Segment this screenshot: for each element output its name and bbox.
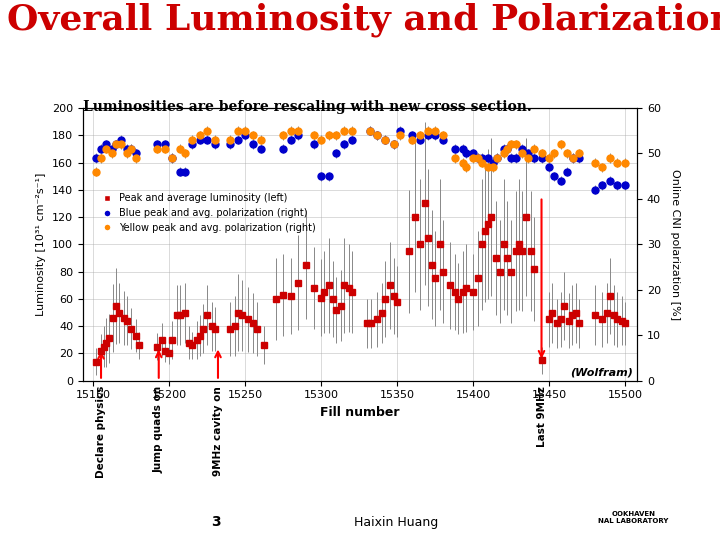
Text: Haixin Huang: Haixin Huang bbox=[354, 516, 438, 529]
X-axis label: Fill number: Fill number bbox=[320, 406, 400, 419]
Text: Jump quads on: Jump quads on bbox=[154, 386, 163, 473]
Text: OOKHAVEN
NAL LABORATORY: OOKHAVEN NAL LABORATORY bbox=[598, 511, 669, 524]
Text: 3: 3 bbox=[211, 515, 221, 529]
Text: 9MHz cavity on: 9MHz cavity on bbox=[213, 386, 223, 476]
Text: Last 9MHz: Last 9MHz bbox=[536, 386, 546, 447]
Text: (Wolfram): (Wolfram) bbox=[570, 368, 633, 378]
Y-axis label: Luminosity [10³¹ cm⁻²s⁻¹]: Luminosity [10³¹ cm⁻²s⁻¹] bbox=[37, 173, 46, 316]
Legend: Peak and average luminosity (left), Blue peak and avg. polarization (right), Yel: Peak and average luminosity (left), Blue… bbox=[93, 189, 320, 237]
Y-axis label: Online CNI polarization [%]: Online CNI polarization [%] bbox=[670, 169, 680, 320]
Text: Overall Luminosity and Polarization: Overall Luminosity and Polarization bbox=[7, 3, 720, 37]
Text: Luminosities are before rescaling with new cross section.: Luminosities are before rescaling with n… bbox=[83, 100, 531, 114]
Text: Declare physics: Declare physics bbox=[96, 386, 106, 478]
